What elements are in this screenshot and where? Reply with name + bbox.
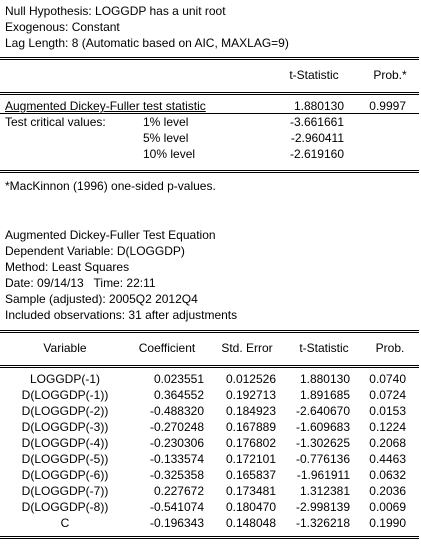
coef-cell-std-error: 0.167889 [225, 420, 276, 434]
col-header: Variable [43, 341, 87, 355]
method: Method: Least Squares [5, 260, 130, 274]
coef-cell-t-statistic: 1.880130 [299, 372, 350, 386]
coef-cell-variable: D(LOGGDP(-1)) [21, 388, 109, 402]
coef-cell-prob: 0.0069 [369, 500, 406, 514]
date-time: Date: 09/14/13 Time: 22:11 [5, 276, 156, 290]
coef-cell-t-statistic: -0.776136 [295, 452, 350, 466]
rule-bottom-2 [0, 538, 419, 539]
crit-level: 10% level [143, 147, 196, 161]
coef-cell-std-error: 0.192713 [225, 388, 276, 402]
coef-cell-prob: 0.2036 [369, 484, 406, 498]
rule-bottom-1 [0, 536, 419, 537]
coef-cell-variable: D(LOGGDP(-8)) [21, 500, 109, 514]
coef-cell-prob: 0.1990 [369, 516, 406, 530]
coef-cell-coefficient: -0.325358 [149, 468, 204, 482]
coef-cell-coefficient: -0.230306 [149, 436, 204, 450]
coef-cell-coefficient: 0.364552 [153, 388, 204, 402]
coef-cell-variable: D(LOGGDP(-5)) [21, 452, 109, 466]
coef-cell-coefficient: -0.133574 [149, 452, 204, 466]
col-header: Coefficient [138, 341, 196, 355]
rule-coef-1 [0, 365, 419, 366]
exogenous: Exogenous: Constant [5, 20, 120, 34]
rule-top-1 [0, 57, 419, 58]
coef-cell-std-error: 0.165837 [225, 468, 276, 482]
coef-cell-t-statistic: -2.640670 [295, 404, 350, 418]
coef-cell-coefficient: -0.270248 [149, 420, 204, 434]
coef-cell-std-error: 0.180470 [225, 500, 276, 514]
adf-col-tstat: t-Statistic [289, 68, 339, 82]
coef-cell-variable: LOGGDP(-1) [29, 372, 100, 386]
rule-coef-2 [0, 367, 419, 368]
coef-cell-coefficient: 0.227672 [153, 484, 204, 498]
rule-adf-1 [0, 92, 419, 93]
adf-col-prob: Prob.* [373, 68, 407, 82]
rule-adf-2 [0, 94, 419, 95]
coef-cell-std-error: 0.148048 [225, 516, 276, 530]
rule-eq-2 [0, 332, 419, 333]
included-observations: Included observations: 31 after adjustme… [5, 308, 238, 322]
rule-eq-1 [0, 330, 419, 331]
footnote: *MacKinnon (1996) one-sided p-values. [5, 179, 216, 193]
crit-level: 5% level [143, 131, 189, 145]
crit-label: Test critical values: [5, 115, 106, 129]
coef-cell-t-statistic: -1.326218 [295, 516, 350, 530]
null-hypothesis: Null Hypothesis: LOGGDP has a unit root [5, 4, 226, 18]
coef-cell-prob: 0.4463 [369, 452, 406, 466]
coef-cell-variable: D(LOGGDP(-6)) [21, 468, 109, 482]
coef-cell-prob: 0.0632 [369, 468, 406, 482]
col-header: Std. Error [221, 341, 273, 355]
coef-cell-prob: 0.2068 [369, 436, 406, 450]
rule-top-2 [0, 59, 419, 60]
coef-cell-t-statistic: 1.312381 [299, 484, 350, 498]
coef-cell-coefficient: 0.023551 [153, 372, 204, 386]
rule-crit-1 [0, 170, 419, 171]
crit-value: -2.619160 [289, 147, 344, 161]
coef-cell-variable: D(LOGGDP(-3)) [21, 420, 109, 434]
adf-stat-prob: 0.9997 [369, 99, 406, 113]
rule-adf-stat [0, 113, 419, 114]
dependent-variable: Dependent Variable: D(LOGGDP) [5, 244, 185, 258]
coef-cell-prob: 0.0724 [369, 388, 406, 402]
col-header: Prob. [375, 341, 405, 355]
adf-stat-label: Augmented Dickey-Fuller test statistic [5, 99, 206, 113]
coef-cell-std-error: 0.184923 [225, 404, 276, 418]
lag-length: Lag Length: 8 (Automatic based on AIC, M… [5, 36, 289, 50]
rule-crit-2 [0, 172, 419, 173]
coef-cell-t-statistic: -2.998139 [295, 500, 350, 514]
coef-cell-prob: 0.0153 [369, 404, 406, 418]
equation-title: Augmented Dickey-Fuller Test Equation [5, 228, 216, 242]
coef-cell-coefficient: -0.196343 [149, 516, 204, 530]
col-header: t-Statistic [299, 341, 349, 355]
coef-cell-variable: D(LOGGDP(-4)) [21, 436, 109, 450]
coef-cell-std-error: 0.176802 [225, 436, 276, 450]
coef-cell-std-error: 0.173481 [225, 484, 276, 498]
coef-cell-t-statistic: -1.609683 [295, 420, 350, 434]
coef-cell-std-error: 0.012526 [225, 372, 276, 386]
coef-cell-variable: C [60, 516, 70, 530]
coef-cell-variable: D(LOGGDP(-2)) [21, 404, 109, 418]
coef-cell-t-statistic: -1.961911 [296, 468, 350, 482]
coef-cell-std-error: 0.172101 [225, 452, 276, 466]
crit-value: -3.661661 [289, 115, 344, 129]
coef-cell-t-statistic: -1.302625 [295, 436, 350, 450]
coef-cell-t-statistic: 1.891685 [299, 388, 350, 402]
coef-cell-coefficient: -0.541074 [149, 500, 204, 514]
coef-cell-variable: D(LOGGDP(-7)) [21, 484, 109, 498]
coef-cell-prob: 0.1224 [369, 420, 406, 434]
coef-cell-prob: 0.0740 [369, 372, 406, 386]
sample: Sample (adjusted): 2005Q2 2012Q4 [5, 292, 198, 306]
coef-cell-coefficient: -0.488320 [149, 404, 204, 418]
crit-value: -2.960411 [290, 131, 344, 145]
adf-stat-value: 1.880130 [293, 99, 344, 113]
crit-level: 1% level [143, 115, 189, 129]
